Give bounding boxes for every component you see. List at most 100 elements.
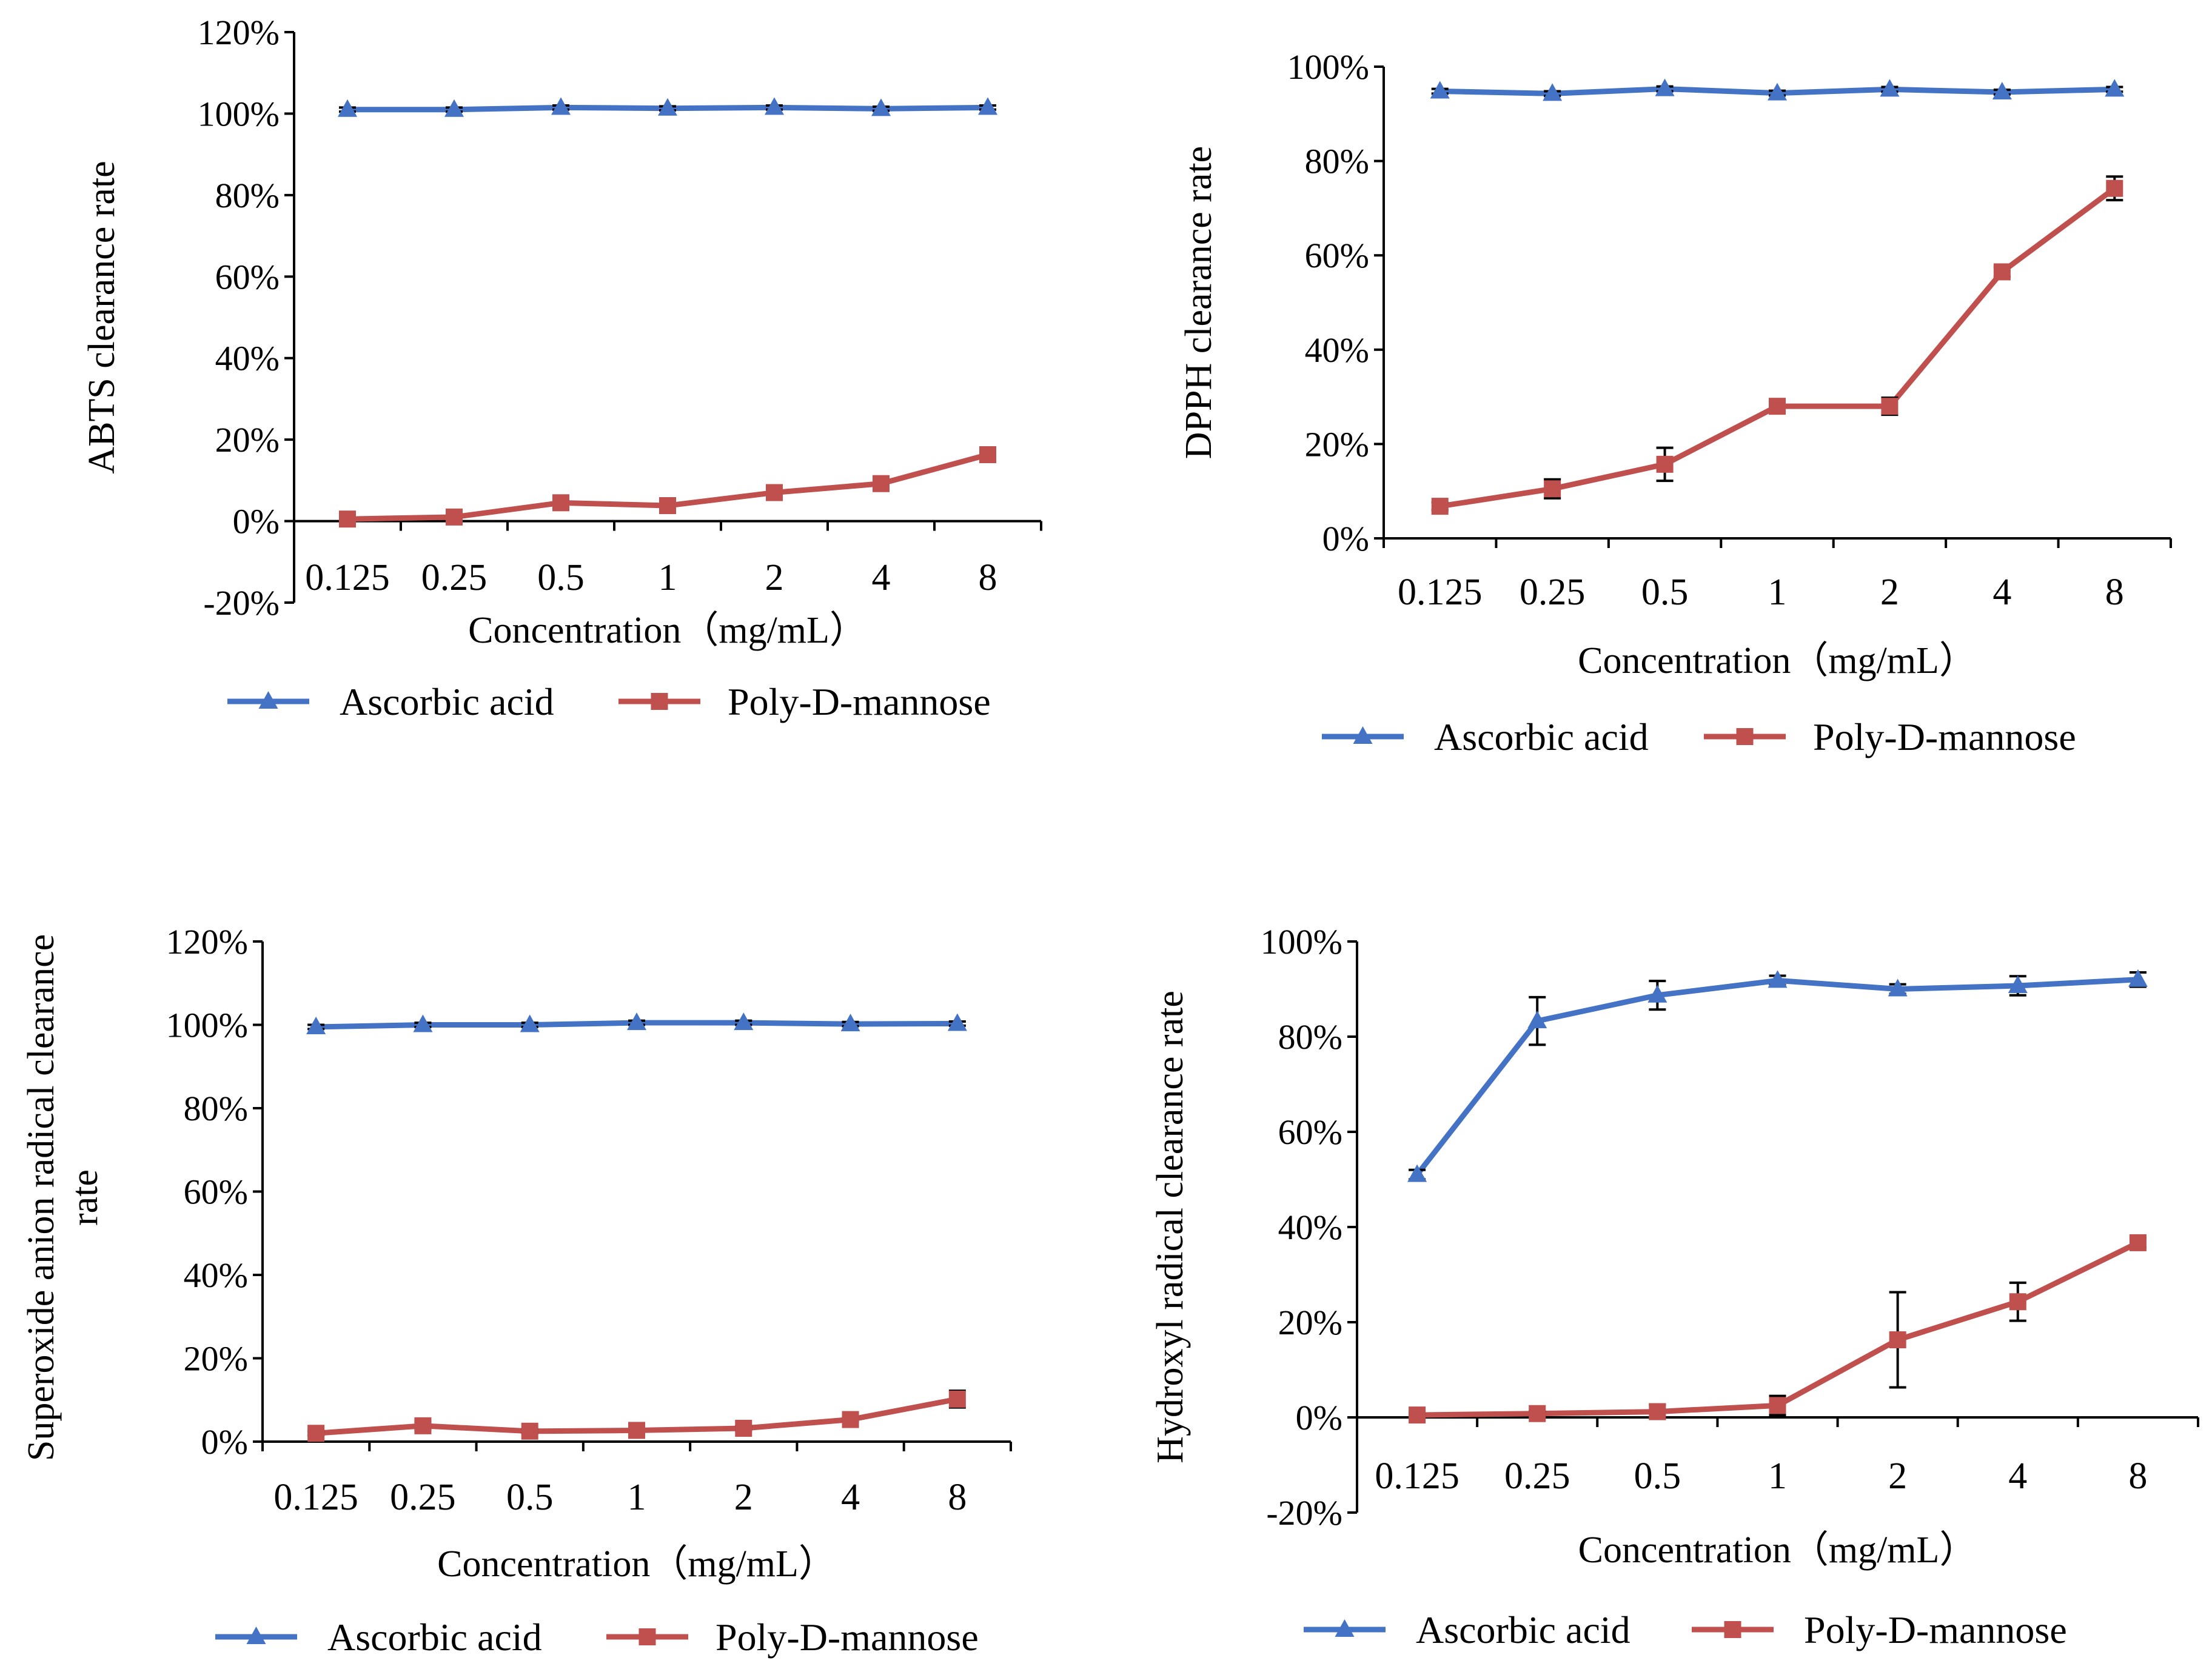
- data-point-triangle: [2105, 79, 2125, 97]
- x-tick-label: 0.5: [537, 557, 585, 598]
- chart-4: -20% 0% 20% 40% 60% 80% 100% 0.125 0.25 0.5 1 2 4 8 Co…: [1150, 922, 2199, 1651]
- data-point-square: [1769, 398, 1786, 415]
- y-tick-label: 0%: [201, 1422, 248, 1462]
- x-tick-label: 8: [2105, 572, 2124, 613]
- y-tick-label: 80%: [1305, 142, 1369, 181]
- data-point-triangle: [978, 97, 997, 115]
- x-tick-label: 0.25: [390, 1477, 456, 1518]
- x-tick-label: 0.5: [1634, 1456, 1681, 1497]
- data-point-square: [1649, 1403, 1666, 1420]
- y-tick-label: 20%: [1305, 424, 1369, 464]
- x-tick-label: 0.25: [1504, 1456, 1570, 1497]
- y-tick-label: -20%: [203, 583, 280, 623]
- legend-marker-triangle: [1335, 1619, 1355, 1637]
- legend-label: Poly-D-mannose: [728, 680, 991, 723]
- legend-marker-square: [1736, 728, 1754, 745]
- data-point-triangle: [413, 1014, 433, 1032]
- legend-marker-square: [1724, 1621, 1741, 1638]
- y-tick-label: 100%: [1287, 47, 1369, 87]
- x-tick-label: 2: [734, 1477, 753, 1518]
- x-tick-label: 0.5: [506, 1477, 554, 1518]
- data-point-square: [1409, 1406, 1426, 1424]
- data-point-triangle: [1768, 970, 1788, 988]
- legend-marker-triangle: [258, 691, 278, 709]
- legend-marker-triangle: [1353, 726, 1373, 744]
- data-point-square: [948, 1390, 966, 1408]
- y-tick-label: 20%: [1278, 1303, 1342, 1342]
- legend-label: Ascorbic acid: [340, 680, 554, 723]
- y-tick-label: 80%: [1278, 1017, 1342, 1057]
- data-point-square: [628, 1422, 645, 1439]
- x-tick-label: 0.5: [1641, 572, 1689, 613]
- x-tick-label: 2: [1888, 1456, 1907, 1497]
- x-tick-label: 4: [1992, 572, 2011, 613]
- series-line-2: [1439, 186, 2116, 509]
- y-tick-label: 120%: [166, 922, 248, 961]
- legend-label: Ascorbic acid: [1434, 715, 1649, 758]
- x-tick-label: 2: [1880, 572, 1899, 613]
- data-point-triangle: [1880, 79, 1900, 97]
- y-axis-title: Superoxide anion radical clearance: [21, 934, 62, 1461]
- x-axis-title: Concentration（mg/mL）: [437, 1543, 836, 1585]
- data-point-square: [735, 1420, 752, 1437]
- y-axis-title: DPPH clearance rate: [1178, 146, 1219, 459]
- data-point-triangle: [947, 1013, 967, 1031]
- data-point-square: [2009, 1293, 2026, 1311]
- chart-2: 0% 20% 40% 60% 80% 100% 0.125 0.25 0.5 1 2 4 8 Concen…: [1178, 47, 2172, 758]
- legend-label: Ascorbic acid: [1416, 1608, 1631, 1651]
- data-point-triangle: [1430, 81, 1450, 99]
- data-point-square: [873, 475, 890, 492]
- y-tick-label: 100%: [1261, 922, 1342, 961]
- data-point-triangle: [520, 1014, 540, 1032]
- data-point-triangle: [734, 1012, 754, 1031]
- y-tick-label: 40%: [215, 339, 280, 378]
- data-point-triangle: [1527, 1011, 1547, 1029]
- data-point-square: [339, 510, 356, 528]
- y-tick-label: 0%: [1322, 519, 1369, 558]
- y-tick-label: 0%: [233, 502, 280, 541]
- y-tick-label: 60%: [215, 257, 280, 296]
- y-tick-label: 40%: [1278, 1208, 1342, 1247]
- x-axis-title: Concentration（mg/mL）: [1578, 1530, 1977, 1571]
- y-tick-label: 60%: [1305, 236, 1369, 275]
- data-point-triangle: [765, 97, 784, 115]
- data-point-triangle: [871, 98, 891, 116]
- data-point-triangle: [1888, 978, 1908, 997]
- legend-marker-square: [651, 693, 668, 710]
- y-tick-label: 80%: [215, 176, 280, 215]
- legend-label: Poly-D-mannose: [1813, 715, 2076, 758]
- chart-3: 0% 20% 40% 60% 80% 100% 120% 0.125 0.25 0.5 1 2 4 8 Co…: [21, 922, 1012, 1659]
- data-point-triangle: [2008, 975, 2028, 994]
- data-point-square: [521, 1422, 538, 1440]
- y-tick-label: 60%: [184, 1172, 248, 1212]
- series-line-1: [1415, 977, 2139, 1177]
- data-point-triangle: [1647, 985, 1667, 1003]
- data-point-triangle: [1407, 1164, 1427, 1182]
- y-tick-label: 100%: [166, 1006, 248, 1045]
- data-point-triangle: [1992, 82, 2012, 100]
- x-tick-label: 0.25: [1520, 572, 1586, 613]
- y-tick-label: 60%: [1278, 1112, 1342, 1152]
- data-point-square: [1889, 1331, 1906, 1349]
- data-point-square: [766, 484, 783, 501]
- data-point-triangle: [306, 1016, 326, 1034]
- x-tick-label: 1: [659, 557, 677, 598]
- y-axis-title: rate: [64, 1169, 106, 1226]
- data-point-square: [552, 494, 569, 512]
- legend-marker-square: [638, 1628, 656, 1645]
- x-tick-label: 0.125: [1375, 1456, 1460, 1497]
- x-tick-label: 1: [1768, 1456, 1787, 1497]
- x-tick-label: 0.25: [421, 557, 488, 598]
- data-point-square: [659, 497, 676, 515]
- data-point-triangle: [840, 1014, 860, 1032]
- x-tick-label: 2: [765, 557, 784, 598]
- y-tick-label: 120%: [198, 13, 280, 52]
- chart-1: -20% 0% 20% 40% 60% 80% 100% 120% 0.125 0.25 0.5 1 2…: [81, 13, 1042, 723]
- y-tick-label: 100%: [198, 94, 280, 133]
- data-point-triangle: [1655, 78, 1675, 96]
- x-tick-label: 0.125: [273, 1477, 358, 1518]
- data-point-triangle: [338, 99, 357, 117]
- x-tick-label: 8: [979, 557, 997, 598]
- data-point-square: [1656, 455, 1674, 473]
